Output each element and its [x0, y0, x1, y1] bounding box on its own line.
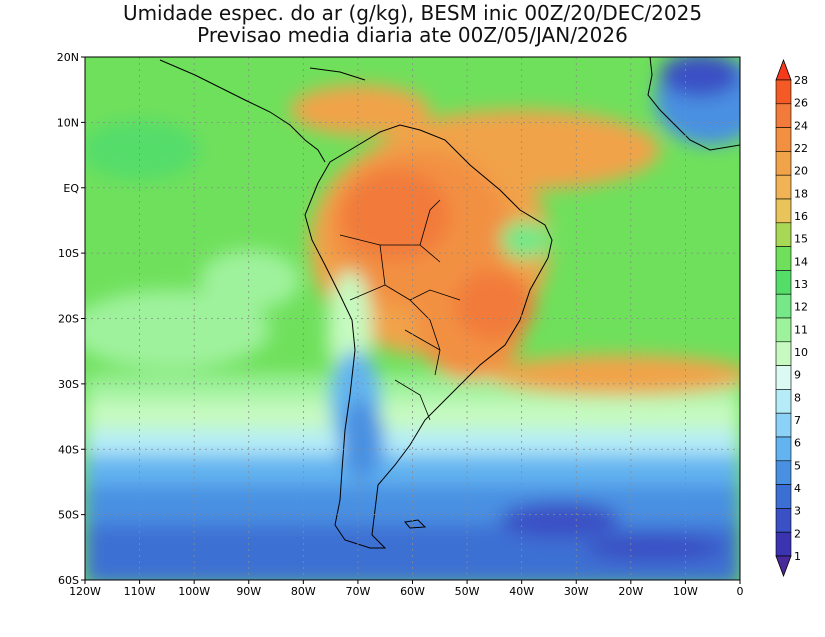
lon-tick-label: 0 — [737, 585, 744, 598]
colorbar-segment — [775, 460, 792, 485]
chart-title: Umidade espec. do ar (g/kg), BESM inic 0… — [0, 2, 825, 46]
colorbar-label: 1 — [794, 550, 801, 563]
lat-tick-label: 20N — [57, 51, 79, 64]
colorbar-segment — [775, 389, 792, 414]
colorbar-label: 11 — [794, 323, 808, 336]
colorbar-label: 5 — [794, 459, 801, 472]
colorbar-segment — [775, 508, 792, 533]
colorbar-segment — [775, 436, 792, 462]
colorbar-label: 28 — [794, 74, 808, 87]
title-line-1: Umidade espec. do ar (g/kg), BESM inic 0… — [122, 1, 703, 25]
lon-tick-label: 90W — [236, 585, 261, 598]
lon-tick-label: 30W — [564, 585, 589, 598]
lon-tick-label: 20W — [618, 585, 643, 598]
colorbar-segment — [775, 79, 792, 105]
colorbar-segment — [775, 222, 792, 247]
colorbar-label: 10 — [794, 346, 808, 359]
lon-tick-label: 50W — [455, 585, 480, 598]
colorbar-label: 24 — [794, 119, 808, 132]
lon-tick-label: 70W — [345, 585, 370, 598]
colorbar-segment — [775, 293, 792, 319]
colorbar-label: 15 — [794, 233, 808, 246]
lon-tick-label: 120W — [69, 585, 101, 598]
colorbar-label: 4 — [794, 482, 801, 495]
colorbar-label: 20 — [794, 165, 808, 178]
colorbar-label: 26 — [794, 97, 808, 110]
colorbar-label: 14 — [794, 255, 808, 268]
colorbar-segment — [775, 151, 792, 176]
falklands — [404, 519, 427, 529]
colorbar-segment — [775, 127, 792, 152]
lat-tick-label: 50S — [58, 509, 79, 522]
colorbar-label: 7 — [794, 414, 801, 427]
lon-tick-label: 40W — [509, 585, 534, 598]
lon-tick-label: 60W — [400, 585, 425, 598]
colorbar-label: 16 — [794, 210, 808, 223]
colorbar-segment — [775, 484, 792, 509]
colorbar-label: 22 — [794, 142, 808, 155]
colorbar: 28 26 24 22 20 18 16 15 14 13 12 11 10 9 8 7 6 5 4 3 2 1 — [775, 58, 808, 578]
lat-tick-label: EQ — [63, 182, 79, 195]
colorbar-segment — [775, 246, 792, 271]
lat-tick-label: 60S — [58, 574, 79, 587]
colorbar-label: 13 — [794, 278, 808, 291]
latitude-axis: 20N 10N EQ 10S 20S 30S 40S 50S 60S — [57, 51, 85, 587]
title-line-2: Previsao media diaria ate 00Z/05/JAN/202… — [197, 23, 628, 47]
colorbar-label: 18 — [794, 187, 808, 200]
colorbar-label: 2 — [794, 527, 801, 540]
colorbar-segment — [775, 103, 792, 128]
colorbar-label: 9 — [794, 369, 801, 382]
lat-tick-label: 10N — [57, 116, 79, 129]
longitude-axis: 120W 110W 100W 90W 80W 70W 60W 50W 40W 30W 20W 10W 0 — [69, 580, 744, 598]
colorbar-segment — [775, 174, 792, 200]
lon-tick-label: 80W — [291, 585, 316, 598]
colorbar-label: 6 — [794, 437, 801, 450]
grid-lines — [85, 57, 740, 580]
cuba-coast — [309, 67, 366, 81]
colorbar-segment — [775, 198, 792, 224]
colorbar-segment — [775, 341, 792, 366]
colorbar-segment — [775, 317, 792, 343]
country-borders — [339, 199, 461, 421]
colorbar-bottom-arrow — [775, 555, 792, 578]
colorbar-top-arrow — [775, 58, 792, 81]
colorbar-segment — [775, 365, 792, 390]
lat-tick-label: 20S — [58, 313, 79, 326]
lat-tick-label: 10S — [58, 247, 79, 260]
humidity-field — [85, 57, 740, 580]
central-america-coast — [159, 59, 326, 163]
colorbar-segment — [775, 412, 792, 438]
colorbar-label: 12 — [794, 301, 808, 314]
colorbar-label: 8 — [794, 391, 801, 404]
south-america-coast — [304, 124, 553, 549]
colorbar-segment — [775, 270, 792, 295]
lon-tick-label: 110W — [124, 585, 156, 598]
colorbar-label: 3 — [794, 505, 801, 518]
africa-coast — [647, 57, 740, 151]
lon-tick-label: 100W — [178, 585, 210, 598]
colorbar-segment — [775, 531, 792, 557]
lon-tick-label: 10W — [673, 585, 698, 598]
lat-tick-label: 40S — [58, 443, 79, 456]
lat-tick-label: 30S — [58, 378, 79, 391]
coastlines — [159, 57, 740, 549]
